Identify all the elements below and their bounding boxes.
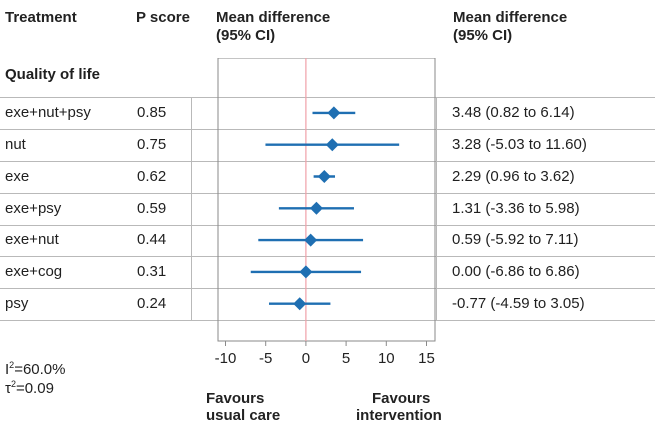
i2-stat: I2=60.0% [5, 355, 65, 380]
x-tick-label: 5 [342, 350, 350, 367]
row-divider [0, 288, 655, 289]
row-treatment: exe+psy [5, 200, 62, 217]
row-treatment: nut [5, 136, 26, 153]
row-pscore: 0.44 [137, 231, 167, 248]
tau2-stat: τ2=0.09 [5, 374, 54, 399]
row-ci-text: -0.77 (-4.59 to 3.05) [452, 295, 585, 312]
favours-left-line1: Favours [206, 390, 265, 407]
row-ci-text: 1.31 (-3.36 to 5.98) [452, 200, 580, 217]
row-ci-text: 0.00 (-6.86 to 6.86) [452, 263, 580, 280]
header-mean-diff-text-1: Mean difference [453, 9, 568, 26]
row-pscore: 0.85 [137, 104, 167, 121]
plot-frame [217, 58, 436, 342]
row-divider [0, 97, 655, 98]
x-tick-label: -5 [259, 350, 272, 367]
row-treatment: exe [5, 168, 30, 185]
row-ci-text: 2.29 (0.96 to 3.62) [452, 168, 575, 185]
section-label: Quality of life [5, 66, 101, 83]
row-divider [0, 129, 655, 130]
row-ci-text: 0.59 (-5.92 to 7.11) [452, 231, 579, 248]
favours-right-line1: Favours [372, 390, 431, 407]
i2-symbol: I [5, 361, 10, 378]
row-treatment: exe+nut+psy [5, 104, 91, 121]
column-divider [191, 97, 192, 321]
row-treatment: psy [5, 295, 29, 312]
x-tick-label: 15 [418, 350, 435, 367]
tau2-value: =0.09 [15, 380, 54, 397]
row-divider [0, 320, 655, 321]
row-pscore: 0.24 [137, 295, 167, 312]
row-pscore: 0.75 [137, 136, 167, 153]
row-divider [0, 193, 655, 194]
tau2-symbol: τ [5, 380, 11, 397]
estimate-marker [325, 138, 339, 152]
tau2-superscript: 2 [10, 379, 16, 389]
header-pscore: P score [136, 9, 190, 26]
row-divider [0, 225, 655, 226]
header-treatment: Treatment [5, 9, 77, 26]
x-tick-label: -10 [215, 350, 237, 367]
header-mean-diff-plot-1: Mean difference [216, 9, 331, 26]
row-divider [0, 256, 655, 257]
row-pscore: 0.59 [137, 200, 167, 217]
row-ci-text: 3.48 (0.82 to 6.14) [452, 104, 575, 121]
x-tick-label: 10 [378, 350, 395, 367]
estimate-marker [327, 106, 341, 120]
favours-right-line2: intervention [356, 407, 442, 424]
header-mean-diff-text-2: (95% CI) [453, 27, 513, 44]
estimate-marker [309, 201, 323, 215]
forest-plot: -10 -5 0 5 10 15 [215, 58, 436, 367]
column-divider [436, 97, 437, 321]
row-ci-text: 3.28 (-5.03 to 11.60) [452, 136, 587, 153]
estimate-marker [293, 297, 307, 311]
estimate-marker [299, 265, 313, 279]
i2-value: =60.0% [14, 361, 66, 378]
i2-superscript: 2 [9, 360, 15, 370]
x-tick-label: 0 [302, 350, 310, 367]
row-divider [0, 161, 655, 162]
row-treatment: exe+nut [5, 231, 59, 248]
row-pscore: 0.62 [137, 168, 167, 185]
header-mean-diff-plot-2: (95% CI) [216, 27, 276, 44]
favours-left-line2: usual care [206, 407, 281, 424]
row-pscore: 0.31 [137, 263, 167, 280]
row-treatment: exe+cog [5, 263, 63, 280]
estimate-marker [317, 170, 331, 183]
estimate-marker [304, 233, 318, 247]
